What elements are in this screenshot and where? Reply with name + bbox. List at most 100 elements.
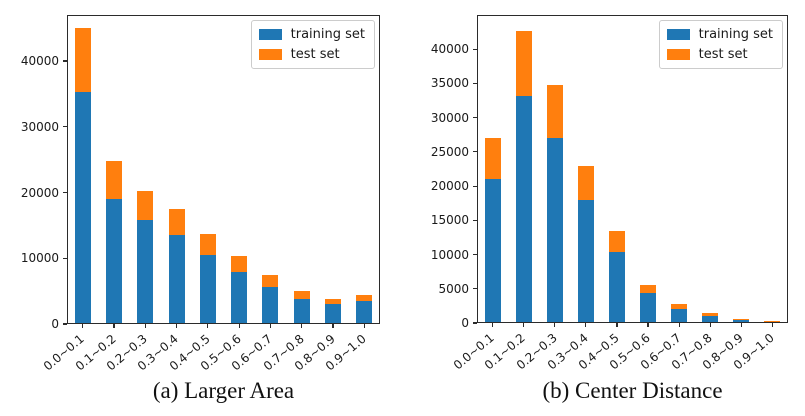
bar-segment-test [702, 312, 719, 317]
y-tick [63, 257, 67, 259]
bar-segment-test [168, 208, 185, 236]
legend-item-training-set: training set [666, 27, 773, 42]
y-tick-label: 25000 [430, 144, 469, 159]
x-tick [82, 324, 84, 328]
y-tick [63, 191, 67, 194]
x-tick [363, 324, 365, 328]
bar-segment-test [199, 233, 216, 255]
bar-segment-training [546, 138, 563, 323]
x-tick [740, 323, 742, 327]
legend: training set test set [250, 20, 375, 69]
y-tick-label: 10000 [20, 251, 59, 266]
bar-segment-test [262, 274, 279, 287]
x-tick [771, 323, 774, 327]
legend-item-label: test set [290, 47, 340, 62]
caption-larger-area: (a) Larger Area [152, 378, 295, 403]
bar-segment-training [168, 235, 185, 324]
y-tick [473, 185, 477, 187]
y-tick [473, 219, 477, 221]
legend-item-training-set: training set [258, 27, 365, 42]
x-tick [269, 324, 272, 328]
x-tick [523, 323, 525, 327]
y-tick [473, 48, 477, 50]
legend-swatch-test [258, 49, 282, 60]
y-tick-label: 0 [461, 316, 469, 330]
x-tick [491, 323, 494, 327]
bar-segment-training [262, 286, 279, 324]
bar-segment-training [137, 220, 154, 324]
legend-item-label: test set [698, 47, 748, 62]
y-tick-label: 20000 [430, 179, 469, 194]
y-tick [473, 151, 477, 153]
chart-center-distance: 0 5000 10000 15000 20000 25000 30000 35000 40000… [431, 15, 788, 372]
bar-segment-test [515, 31, 532, 96]
bar-segment-test [733, 318, 750, 320]
legend-item-label: training set [698, 27, 773, 42]
bar-segment-training [293, 299, 310, 324]
y-tick [63, 126, 67, 128]
y-tick-label: 30000 [20, 119, 59, 134]
y-tick-label: 20000 [20, 185, 59, 200]
x-tick [113, 324, 115, 328]
bar-segment-test [325, 299, 342, 305]
y-tick [63, 323, 67, 325]
bar-segment-test [74, 28, 91, 92]
x-tick [238, 324, 240, 328]
legend-swatch-training [666, 29, 690, 40]
bar-segment-training [671, 309, 688, 323]
x-tick [585, 323, 587, 327]
x-tick [207, 324, 209, 328]
y-tick [473, 288, 477, 290]
y-tick-label: 30000 [430, 110, 469, 125]
bar-segment-training [577, 199, 594, 323]
bar-segment-training [105, 199, 122, 324]
y-tick [473, 322, 477, 324]
y-tick-label: 40000 [430, 42, 469, 57]
legend-item-test-set: test set [258, 47, 365, 62]
bar-segment-test [546, 84, 563, 139]
y-tick-label: 15000 [430, 213, 469, 228]
x-tick [301, 324, 303, 328]
y-tick-label: 10000 [430, 247, 469, 262]
bar-segment-training [515, 95, 532, 323]
bar-segment-test [608, 231, 625, 252]
bar-segment-training [356, 301, 373, 324]
bar-segment-test [577, 165, 594, 200]
bar-segment-test [231, 256, 248, 273]
bar-segment-training [231, 272, 248, 324]
x-tick [709, 323, 711, 327]
bar-segment-training [733, 319, 750, 323]
y-tick [473, 82, 477, 85]
x-tick [175, 324, 178, 328]
x-tick [554, 323, 556, 327]
bar-segment-training [199, 254, 216, 324]
legend: training set test set [658, 20, 783, 69]
legend-item-test-set: test set [666, 47, 773, 62]
bar-segment-test [484, 138, 501, 180]
bar-segment-training [608, 251, 625, 323]
bar-segment-training [484, 179, 501, 323]
bar-segment-test [640, 284, 657, 293]
legend-swatch-test [666, 49, 690, 60]
caption-center-distance: (b) Center Distance [542, 378, 723, 403]
bar-segment-test [293, 290, 310, 300]
x-tick [144, 324, 146, 328]
bar-segment-test [105, 160, 122, 200]
y-tick-label: 40000 [20, 54, 59, 69]
bar-segment-training [74, 91, 91, 324]
y-tick-label: 35000 [430, 76, 469, 91]
y-tick-label: 0 [51, 317, 59, 331]
x-tick [678, 323, 680, 327]
bar-segment-training [640, 292, 657, 323]
y-tick [63, 60, 67, 62]
x-tick [616, 323, 618, 327]
x-tick [647, 323, 649, 327]
y-tick [473, 117, 477, 119]
x-tick [332, 324, 334, 328]
bar-segment-training [325, 304, 342, 324]
legend-item-label: training set [290, 27, 365, 42]
bar-segment-test [671, 303, 688, 310]
legend-swatch-training [258, 29, 282, 40]
bar-segment-training [702, 316, 719, 323]
